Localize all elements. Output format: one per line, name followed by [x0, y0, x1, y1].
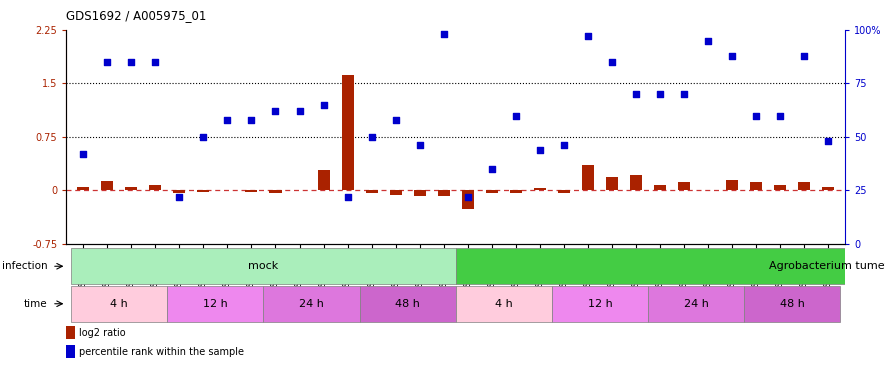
Point	[557, 142, 571, 148]
Bar	[101, 181, 113, 190]
Bar	[150, 184, 161, 190]
Point	[292, 108, 306, 114]
Bar	[654, 184, 666, 190]
Bar	[197, 190, 210, 192]
Bar	[822, 188, 835, 190]
Bar	[167, 286, 264, 322]
Bar	[366, 190, 378, 193]
Point	[341, 194, 355, 200]
Text: log2 ratio: log2 ratio	[79, 328, 126, 338]
Bar	[245, 190, 258, 192]
Bar	[389, 190, 402, 195]
Point	[653, 91, 667, 97]
Bar	[798, 182, 811, 190]
Point	[268, 108, 282, 114]
Point	[605, 59, 620, 65]
Point	[244, 117, 258, 123]
Point	[725, 53, 739, 58]
Bar	[126, 187, 137, 190]
Bar	[648, 286, 744, 322]
Bar	[77, 187, 89, 190]
Point	[533, 147, 547, 153]
Point	[797, 53, 812, 58]
Bar	[744, 286, 841, 322]
Text: 48 h: 48 h	[396, 299, 420, 309]
Point	[173, 194, 187, 200]
Text: Agrobacterium tumefaciens: Agrobacterium tumefaciens	[769, 261, 885, 271]
Bar	[318, 170, 329, 190]
Text: 4 h: 4 h	[495, 299, 512, 309]
Point	[581, 33, 595, 39]
Bar	[173, 190, 185, 193]
Bar	[264, 286, 359, 322]
Text: mock: mock	[249, 261, 279, 271]
Bar	[678, 182, 690, 190]
Point	[148, 59, 162, 65]
Point	[509, 112, 523, 118]
Text: 12 h: 12 h	[588, 299, 612, 309]
Text: 24 h: 24 h	[299, 299, 324, 309]
Bar	[558, 190, 570, 193]
Point	[124, 59, 138, 65]
Text: 12 h: 12 h	[203, 299, 227, 309]
Bar	[270, 190, 281, 193]
Bar	[456, 286, 552, 322]
Point	[629, 91, 643, 97]
Text: 4 h: 4 h	[111, 299, 128, 309]
Text: 48 h: 48 h	[780, 299, 804, 309]
Bar	[66, 326, 75, 339]
Point	[461, 194, 475, 200]
Point	[701, 38, 715, 44]
Bar	[774, 184, 786, 190]
Bar	[510, 190, 522, 193]
Point	[677, 91, 691, 97]
Point	[773, 112, 788, 118]
Bar	[727, 180, 738, 190]
Bar	[486, 190, 498, 193]
Bar	[438, 190, 450, 196]
Text: time: time	[24, 299, 47, 309]
Text: 24 h: 24 h	[684, 299, 709, 309]
Point	[196, 134, 211, 140]
Bar	[359, 286, 456, 322]
Point	[100, 59, 114, 65]
Bar	[534, 188, 546, 190]
Bar	[66, 345, 75, 358]
Bar	[462, 190, 473, 209]
Bar	[552, 286, 648, 322]
Point	[389, 117, 403, 123]
Bar	[71, 286, 167, 322]
Point	[220, 117, 235, 123]
Bar	[750, 182, 762, 190]
Bar	[342, 75, 354, 190]
Bar	[630, 175, 642, 190]
Point	[821, 138, 835, 144]
Text: GDS1692 / A005975_01: GDS1692 / A005975_01	[66, 9, 207, 22]
Bar	[71, 248, 456, 284]
Point	[485, 166, 499, 172]
Bar	[606, 177, 618, 190]
Point	[317, 102, 331, 108]
Point	[412, 142, 427, 148]
Point	[365, 134, 379, 140]
Point	[76, 151, 90, 157]
Point	[436, 31, 450, 37]
Bar	[582, 165, 594, 190]
Bar	[413, 190, 426, 196]
Point	[750, 112, 764, 118]
Text: infection: infection	[2, 261, 47, 271]
Text: percentile rank within the sample: percentile rank within the sample	[79, 347, 243, 357]
